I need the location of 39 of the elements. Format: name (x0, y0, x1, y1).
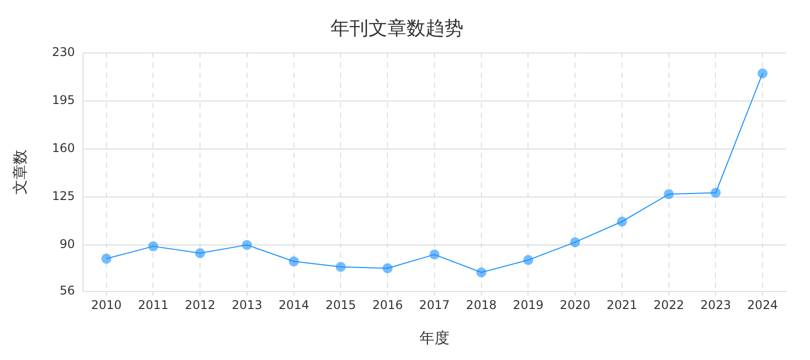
point (523, 255, 534, 266)
x-tick-label: 2011 (138, 298, 168, 312)
x-tick-label: 2013 (232, 298, 262, 312)
x-tick-label: 2014 (278, 298, 310, 312)
x-tick-label: 2021 (606, 298, 638, 312)
x-tick-label: 2016 (372, 298, 403, 312)
x-tick-label: 2012 (184, 298, 216, 312)
x-tick-label: 2010 (91, 298, 122, 312)
point (101, 254, 112, 264)
point (336, 262, 346, 272)
x-tick-label: 2019 (512, 298, 544, 312)
x-tick-label: 2022 (654, 298, 684, 312)
y-tick-label: 230 (52, 44, 75, 59)
point (429, 250, 440, 260)
x-tick-label: 2020 (560, 298, 590, 312)
point (616, 216, 627, 227)
chart-title: 年刊文章数趋势 (330, 17, 464, 40)
x-tick-label: 2017 (419, 298, 450, 312)
y-tick-label: 195 (52, 92, 75, 107)
x-tick-label: 2024 (747, 298, 778, 312)
point (476, 267, 486, 278)
point (242, 240, 252, 250)
x-tick-label: 2023 (700, 298, 731, 312)
y-tick-label: 56 (60, 284, 75, 298)
point (710, 188, 721, 198)
point (570, 237, 580, 248)
point (148, 241, 158, 252)
x-tick-label: 2018 (466, 298, 497, 312)
point (664, 189, 674, 200)
x-tick-label: 2015 (325, 298, 356, 312)
y-tick-label: 160 (52, 140, 75, 155)
point (758, 68, 768, 78)
point (195, 248, 206, 258)
y-axis-title: 文章数 (10, 150, 29, 195)
point (382, 263, 393, 274)
y-tick-label: 90 (60, 237, 75, 252)
x-axis-title: 年度 (419, 328, 450, 347)
y-tick-label: 125 (52, 189, 75, 204)
point (288, 256, 299, 266)
